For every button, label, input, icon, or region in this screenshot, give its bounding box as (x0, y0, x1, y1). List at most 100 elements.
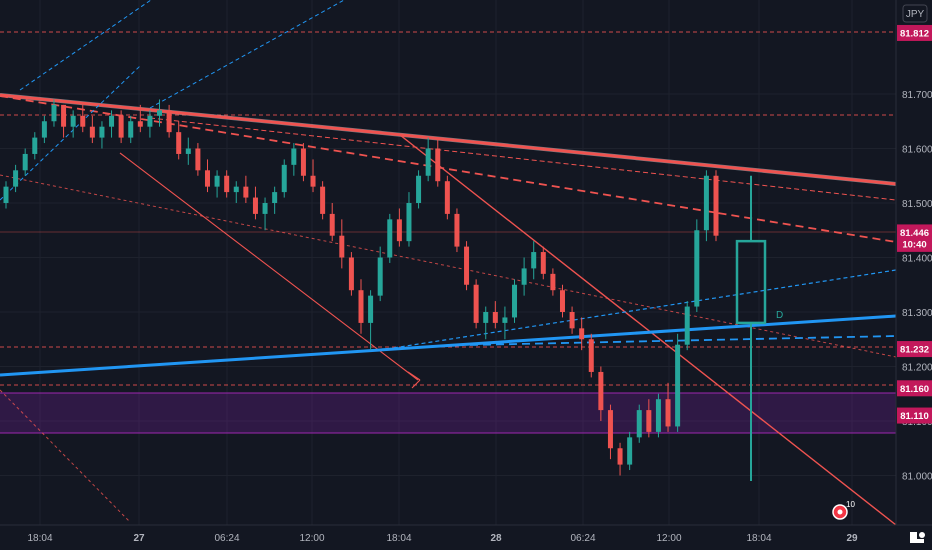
candle-body (684, 306, 690, 345)
candle-body (51, 104, 57, 122)
arrow-head-top (407, 371, 421, 381)
candle-body (694, 230, 700, 307)
bottom-dashed-line (0, 389, 131, 523)
candle-body (550, 273, 556, 291)
price-badge-box (897, 235, 932, 252)
price-tick-label: 81.600 (902, 145, 932, 156)
candle-body (588, 339, 594, 372)
time-tick-label: 12:00 (656, 533, 681, 544)
support-zone (0, 392, 896, 434)
candle-body (540, 252, 546, 274)
time-tick-label: 12:00 (299, 533, 324, 544)
candle-body (348, 257, 354, 291)
candle-body (204, 170, 210, 187)
candle-body (147, 115, 153, 127)
event-marker-dot (837, 509, 843, 515)
candle-body (137, 121, 143, 127)
candle-body (243, 186, 249, 198)
time-tick-label: 18:04 (386, 533, 411, 544)
candle-body (598, 371, 604, 411)
tradingview-logo-icon[interactable] (910, 532, 925, 543)
candle-body (406, 203, 412, 242)
time-tick-label: 06:24 (570, 533, 595, 544)
logo-dot (919, 532, 925, 538)
currency-label: JPY (906, 9, 925, 20)
candle-body (521, 268, 527, 285)
event-marker[interactable]: 10 (832, 500, 855, 520)
candle-body (435, 148, 441, 182)
price-tick-label: 81.200 (902, 363, 932, 374)
candle-body (224, 175, 230, 193)
candles (3, 99, 719, 476)
falling-trendline (399, 134, 897, 526)
main-resistance-line (0, 93, 897, 186)
price-badge-label: 81.446 (900, 228, 929, 239)
price-tick-label: 81.000 (902, 472, 932, 483)
candle-body (61, 104, 67, 127)
candle-body (41, 121, 47, 138)
price-badge-box (897, 24, 932, 41)
candle-body (675, 344, 681, 427)
channel-dashed-line-2 (149, 0, 346, 109)
candle-body (166, 110, 172, 133)
candle-body (3, 186, 9, 203)
drawing-label[interactable]: D (776, 310, 783, 321)
candle-body (646, 410, 652, 432)
candle-body (176, 132, 182, 154)
main-support-line (0, 314, 897, 377)
candle-body (627, 437, 633, 465)
candle-body (425, 148, 431, 176)
price-badge-box (897, 407, 932, 424)
candle-body (252, 197, 258, 214)
support-dashed-line (379, 269, 897, 351)
resistance-dashed-line (0, 95, 897, 243)
candle-body (665, 399, 671, 427)
candle-body (128, 121, 134, 138)
price-badge-box (897, 341, 932, 358)
candle-body (70, 115, 76, 127)
price-badge-label: 81.812 (900, 28, 929, 39)
price-axis[interactable]: 81.700 81.600 81.500 81.400 81.300 81.200 81.1… (895, 0, 932, 550)
candle-body (99, 126, 105, 138)
lower-dashed-line (0, 174, 897, 358)
candle-body (272, 192, 278, 203)
time-axis[interactable]: 18:04 27 06:24 12:00 18:04 28 06:24 12:00 18:04 2… (0, 524, 932, 544)
candle-body (387, 219, 393, 258)
candle-body (262, 203, 268, 214)
price-badge-box (897, 380, 932, 397)
candle-body (703, 175, 709, 231)
currency-box (902, 4, 928, 23)
candle-body (502, 317, 508, 323)
candle-body (22, 153, 28, 171)
candle-body (281, 164, 287, 193)
price-badge-label: 81.232 (900, 345, 929, 356)
arrow-line (119, 152, 419, 381)
candle-body (377, 257, 383, 296)
time-tick-label: 28 (490, 533, 502, 544)
support-dashed-line-2 (469, 335, 897, 346)
candle-body (636, 410, 642, 438)
candle-body (291, 148, 297, 165)
resistance-dashed-line-2 (149, 117, 897, 201)
candle-body (559, 290, 565, 312)
arrow-head-bottom (411, 379, 421, 389)
candle-body (368, 295, 374, 323)
candle-body (416, 175, 422, 203)
logo-tail (910, 539, 924, 543)
candle-body (569, 312, 575, 329)
candle-body (444, 181, 450, 214)
currency-button[interactable]: JPY (902, 4, 928, 23)
candle-body (512, 284, 518, 318)
candle-body (185, 148, 191, 154)
candle-body (320, 186, 326, 214)
candle-body (464, 246, 470, 285)
candle-body (109, 115, 115, 127)
candle-body (214, 175, 220, 187)
candle-body (13, 170, 19, 187)
projected-candle[interactable] (735, 175, 767, 481)
candle-body (300, 148, 306, 176)
candle-body (233, 186, 239, 193)
candle-body (157, 110, 163, 116)
